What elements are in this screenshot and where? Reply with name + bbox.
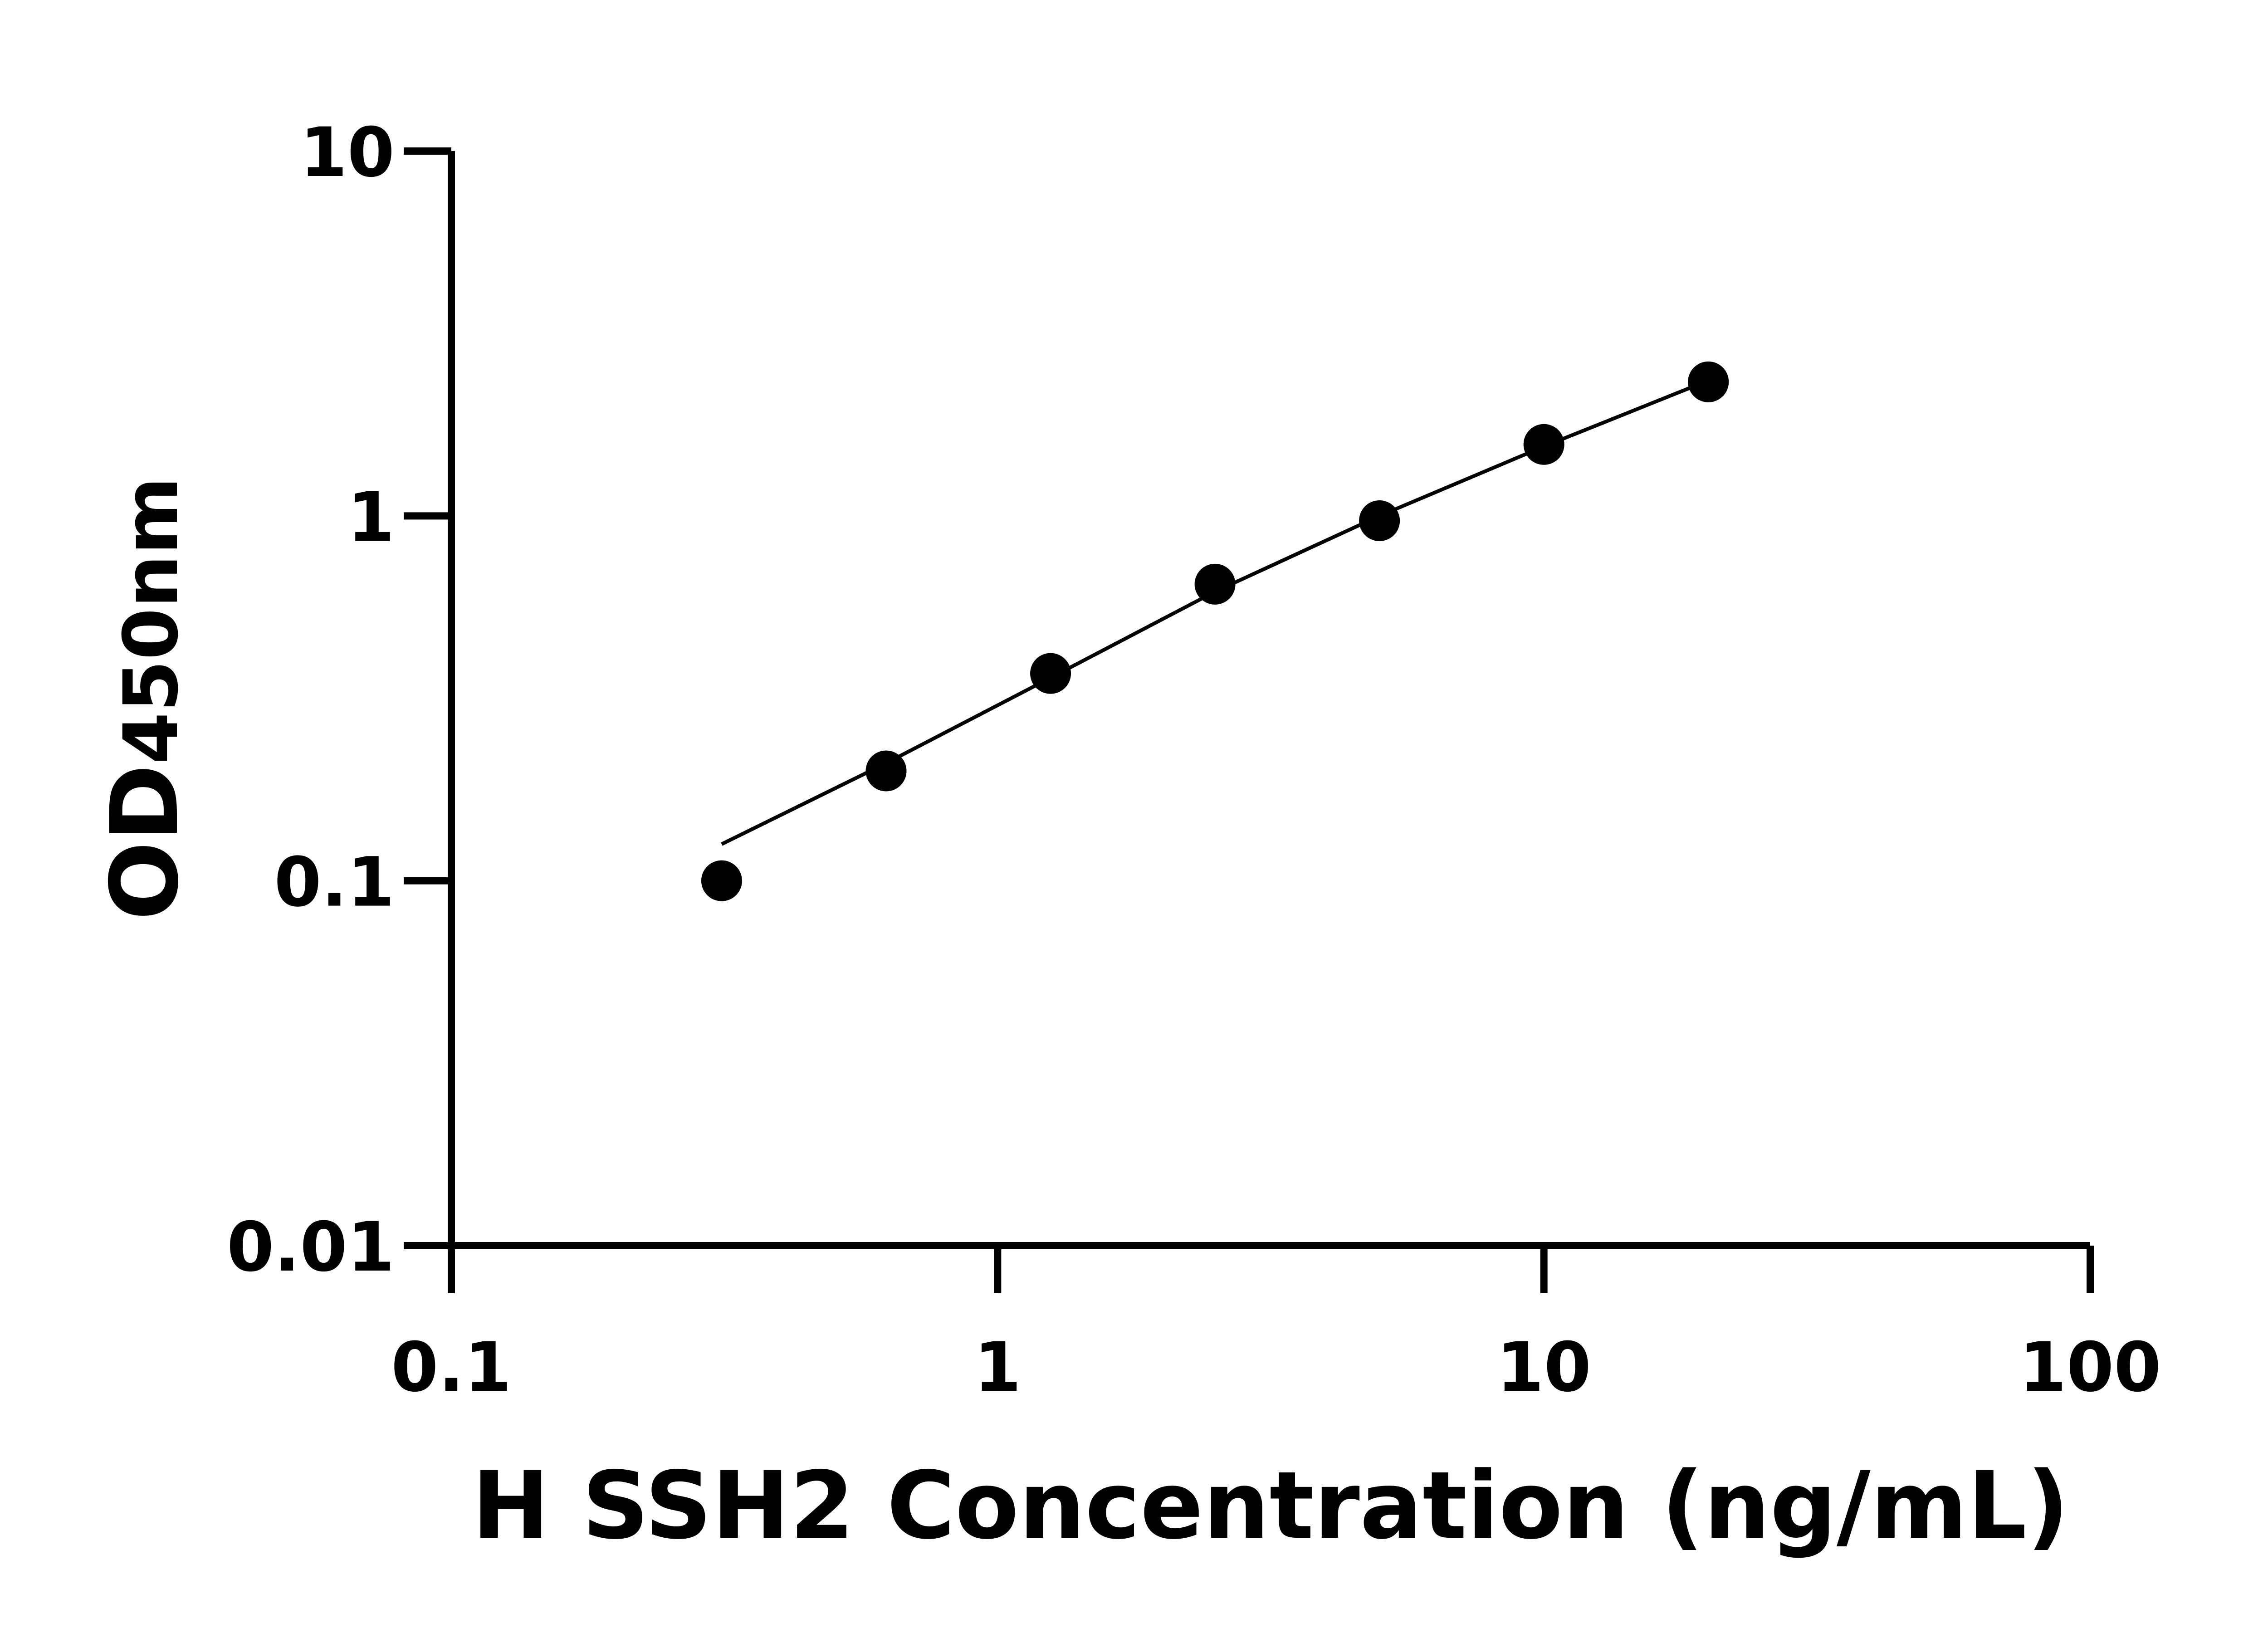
axes: [448, 151, 2090, 1249]
y-axis-title: OD450nm: [91, 477, 199, 920]
y-tick-label: 10: [300, 113, 395, 192]
data-point: [1194, 563, 1236, 605]
y-tick-label: 1: [347, 478, 395, 557]
x-tick-label: 10: [1496, 1328, 1591, 1407]
x-axis-title: H SSH2 Concentration (ng/mL): [472, 1452, 2069, 1560]
x-tick-label: 100: [2019, 1328, 2161, 1407]
y-axis-title-sub: 450nm: [108, 477, 195, 764]
data-point: [1688, 361, 1729, 402]
data-point: [1030, 653, 1071, 694]
data-point: [1359, 500, 1400, 541]
x-tick-label: 1: [974, 1328, 1021, 1407]
x-tick-label: 0.1: [391, 1328, 512, 1407]
data-point: [1523, 424, 1564, 465]
data-points: [701, 361, 1729, 901]
ticks: 0.1 1 10 100 0.01 0.1 1 10: [227, 113, 2161, 1407]
data-point: [865, 750, 907, 792]
y-tick-label: 0.1: [274, 843, 395, 922]
y-tick-label: 0.01: [227, 1208, 395, 1287]
data-point: [701, 860, 742, 901]
y-axis-title-main: OD: [91, 764, 199, 920]
